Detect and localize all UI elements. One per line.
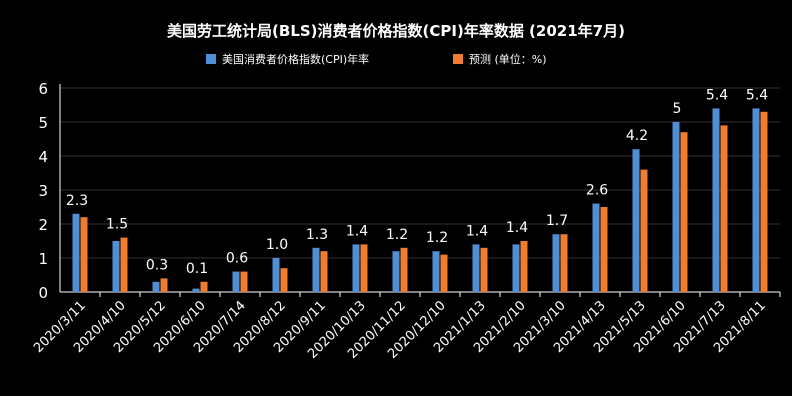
data-label: 1.7 [546, 213, 568, 229]
bar-forecast [680, 132, 688, 292]
bar-cpi [192, 288, 200, 292]
bar-forecast [760, 111, 768, 292]
bar-forecast [560, 234, 568, 292]
data-label: 5 [673, 101, 682, 117]
data-label: 4.2 [626, 128, 648, 144]
bar-cpi [472, 244, 480, 292]
y-tick-label: 1 [38, 250, 48, 268]
legend-item-forecast: 预测 (单位：%) [453, 51, 547, 67]
data-label: 2.3 [66, 193, 88, 209]
data-label: 1.4 [506, 220, 528, 236]
bar-cpi [392, 251, 400, 292]
data-label: 1.2 [386, 227, 408, 243]
bar-cpi [152, 281, 160, 292]
data-label: 0.3 [146, 257, 168, 273]
bar-forecast [600, 207, 608, 292]
bar-forecast [120, 237, 128, 292]
bar-forecast [240, 271, 248, 292]
bar-cpi [112, 241, 120, 292]
data-label: 1.3 [306, 227, 328, 243]
bar-forecast [440, 254, 448, 292]
bar-cpi [232, 271, 240, 292]
bar-cpi [592, 203, 600, 292]
data-label: 1.2 [426, 230, 448, 246]
legend-swatch-cpi [206, 54, 216, 64]
bar-cpi [432, 251, 440, 292]
bar-forecast [160, 278, 168, 292]
bar-forecast [320, 251, 328, 292]
bar-forecast [360, 244, 368, 292]
data-label: 1.5 [106, 217, 128, 233]
bar-cpi [632, 149, 640, 292]
bar-cpi [712, 108, 720, 293]
bar-forecast [720, 125, 728, 293]
bar-forecast [520, 241, 528, 292]
data-label: 1.0 [266, 237, 288, 253]
y-tick-label: 6 [38, 80, 48, 98]
bar-forecast [280, 268, 288, 292]
data-label: 5.4 [746, 87, 768, 103]
data-label: 5.4 [706, 87, 728, 103]
y-tick-label: 2 [38, 216, 48, 234]
chart-title: 美国劳工统计局(BLS)消费者价格指数(CPI)年率数据 (2021年7月) [167, 22, 625, 40]
bar-cpi [272, 258, 280, 292]
legend-item-cpi: 美国消费者价格指数(CPI)年率 [206, 51, 369, 67]
bar-forecast [640, 169, 648, 292]
bar-forecast [80, 217, 88, 292]
bar-cpi [552, 234, 560, 292]
data-label: 2.6 [586, 183, 608, 199]
data-label: 1.4 [466, 223, 488, 239]
y-tick-label: 3 [38, 182, 48, 200]
data-label: 0.6 [226, 251, 248, 267]
data-label: 0.1 [186, 261, 208, 277]
bar-cpi [672, 122, 680, 292]
y-tick-label: 0 [38, 284, 48, 302]
bar-cpi [352, 244, 360, 292]
bar-cpi [752, 108, 760, 293]
bar-forecast [480, 247, 488, 292]
legend: 美国消费者价格指数(CPI)年率 预测 (单位：%) [0, 51, 792, 67]
bar-forecast [400, 247, 408, 292]
data-label: 1.4 [346, 223, 368, 239]
legend-label-forecast: 预测 (单位：%) [469, 53, 547, 66]
y-tick-label: 4 [38, 148, 48, 166]
bar-cpi [512, 244, 520, 292]
bar-cpi [72, 213, 80, 292]
legend-swatch-forecast [453, 54, 463, 64]
bar-cpi [312, 247, 320, 292]
legend-label-cpi: 美国消费者价格指数(CPI)年率 [222, 53, 370, 66]
bar-forecast [200, 281, 208, 292]
y-tick-label: 5 [38, 114, 48, 132]
